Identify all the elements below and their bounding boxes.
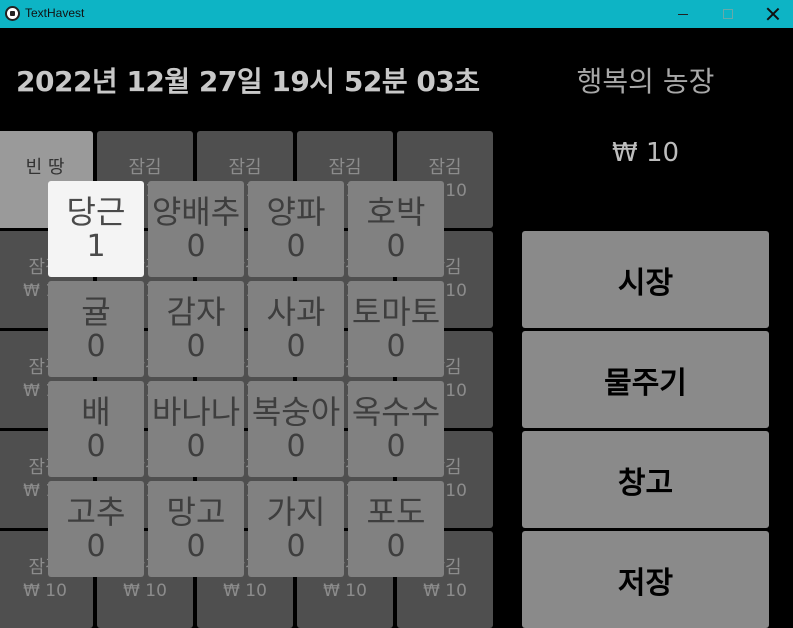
datetime-display: 2022년 12월 27일 19시 52분 03초 [16,65,480,98]
app-icon [5,6,20,21]
save-button[interactable]: 저장 [522,531,769,628]
close-button[interactable] [750,0,793,28]
seed-count: 0 [186,529,206,564]
seed-name: 복숭아 [251,393,341,431]
plot-price: ₩ 10 [123,581,167,601]
seed-count: 0 [86,429,106,464]
seed-item[interactable]: 호박 0 [348,181,444,277]
seed-item[interactable]: 복숭아 0 [248,381,344,477]
seed-name: 가지 [266,493,326,531]
seed-item[interactable]: 망고 0 [148,481,244,577]
plot-price: ₩ 10 [323,581,367,601]
seed-count: 0 [186,429,206,464]
seed-name: 귤 [81,293,111,331]
seed-count: 0 [386,229,406,264]
seed-name: 포도 [366,493,426,531]
seed-item[interactable]: 바나나 0 [148,381,244,477]
seed-name: 옥수수 [351,393,441,431]
seed-name: 토마토 [351,293,441,331]
title-bar: TextHavest [0,0,793,28]
seed-name: 양파 [266,193,326,231]
seed-item[interactable]: 감자 0 [148,281,244,377]
seed-count: 0 [286,529,306,564]
seed-count: 0 [286,429,306,464]
plot-empty[interactable]: 빈 땅 [0,131,93,228]
plot-label: 잠김 [428,157,462,178]
plot-label: 잠김 [328,157,362,178]
seed-name: 당근 [66,193,126,231]
seed-name: 사과 [266,293,326,331]
market-button[interactable]: 시장 [522,231,769,328]
money-display: ₩ 10 [611,138,680,168]
seed-item[interactable]: 가지 0 [248,481,344,577]
farm-name: 행복의 농장 [576,65,715,98]
seed-name: 배 [81,393,111,431]
plot-price: ₩ 10 [423,581,467,601]
maximize-button[interactable] [705,0,750,28]
minimize-button[interactable] [660,0,705,28]
storage-button[interactable]: 창고 [522,431,769,528]
seed-item[interactable]: 당근 1 [48,181,144,277]
seed-name: 감자 [166,293,226,331]
seed-count: 0 [286,229,306,264]
seed-name: 고추 [66,493,126,531]
seed-item[interactable]: 고추 0 [48,481,144,577]
plot-label: 잠김 [128,157,162,178]
seed-name: 호박 [366,193,426,231]
window-title: TextHavest [25,6,85,20]
seed-name: 망고 [166,493,226,531]
plot-label: 빈 땅 [25,157,65,178]
plot-label: 잠김 [228,157,262,178]
seed-item[interactable]: 사과 0 [248,281,344,377]
seed-name: 바나나 [151,393,241,431]
seed-count: 0 [386,429,406,464]
seed-count: 0 [86,329,106,364]
close-icon [767,8,779,20]
seed-item[interactable]: 포도 0 [348,481,444,577]
seed-item[interactable]: 양배추 0 [148,181,244,277]
seed-count: 0 [186,329,206,364]
seed-count: 0 [286,329,306,364]
plot-price: ₩ 10 [23,581,67,601]
minimize-icon [677,13,688,15]
seed-item[interactable]: 양파 0 [248,181,344,277]
seed-count: 0 [386,329,406,364]
seed-item[interactable]: 토마토 0 [348,281,444,377]
seed-count: 0 [386,529,406,564]
seed-count: 0 [186,229,206,264]
seed-name: 양배추 [151,193,241,231]
seed-count: 0 [86,529,106,564]
seed-count: 1 [86,229,106,264]
maximize-icon [722,9,733,19]
water-button[interactable]: 물주기 [522,331,769,428]
seed-item[interactable]: 옥수수 0 [348,381,444,477]
plot-price: ₩ 10 [223,581,267,601]
